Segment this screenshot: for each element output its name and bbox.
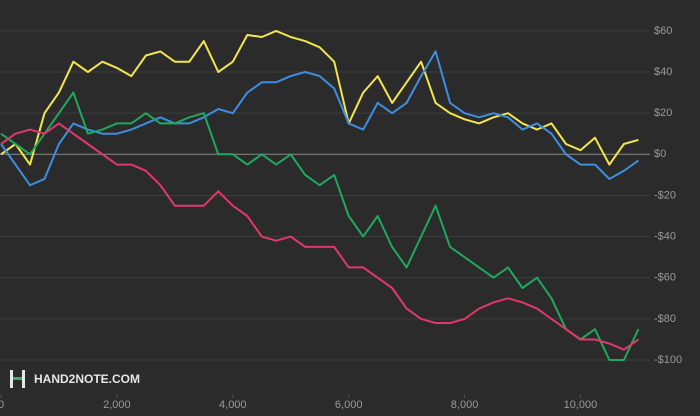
series-line [0, 122, 639, 351]
x-tick-label: 2,000 [103, 399, 131, 411]
y-tick-label: -$20 [654, 189, 676, 201]
x-tick-label: 8,000 [451, 399, 479, 411]
y-tick-label: $60 [654, 25, 672, 37]
y-tick-label: -$40 [654, 230, 676, 242]
x-tick-label: 4,000 [219, 399, 247, 411]
y-tick-label: $20 [654, 107, 672, 119]
logo [10, 370, 25, 388]
grid [0, 30, 650, 398]
y-tick-label: -$80 [654, 313, 676, 325]
x-tick-label: 6,000 [335, 399, 363, 411]
series-line [0, 91, 640, 361]
y-tick-label: -$60 [654, 272, 676, 284]
logo-bar [22, 370, 25, 388]
series-line [0, 29, 639, 166]
y-tick-label: $40 [654, 66, 672, 78]
logo-bar [13, 377, 22, 380]
logo-bar [10, 370, 13, 388]
watermark: HAND2NOTE.COM [34, 372, 140, 386]
x-tick-label: 0 [0, 399, 4, 411]
x-tick-label: 10,000 [564, 399, 598, 411]
lines [0, 29, 640, 361]
y-tick-label: $0 [654, 148, 666, 160]
y-tick-label: -$100 [654, 354, 682, 366]
series-line [0, 50, 639, 187]
